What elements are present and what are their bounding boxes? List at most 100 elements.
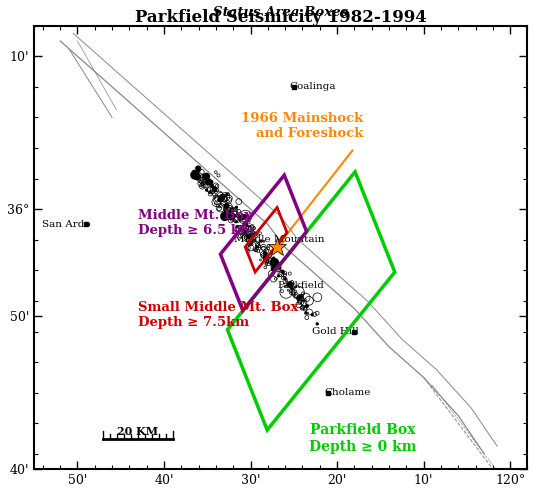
Point (282, 288, 291, 296)
Point (211, 199, 220, 207)
Point (228, 214, 236, 222)
Point (248, 240, 256, 248)
Point (204, 186, 213, 194)
Point (215, 203, 224, 211)
Point (259, 250, 268, 258)
Point (236, 224, 244, 232)
Point (210, 190, 218, 198)
Point (274, 272, 282, 280)
Point (225, 206, 234, 214)
Point (202, 186, 211, 194)
Point (301, 305, 309, 313)
Point (250, 230, 259, 238)
Point (303, 303, 311, 311)
Point (241, 212, 250, 220)
Point (274, 261, 283, 269)
Point (255, 240, 263, 247)
Point (233, 212, 242, 220)
Point (274, 263, 283, 271)
Point (230, 209, 239, 217)
Point (225, 196, 233, 204)
Point (289, 286, 297, 294)
Point (259, 237, 268, 245)
Point (215, 205, 224, 212)
Point (215, 196, 224, 204)
Point (239, 215, 248, 223)
Point (235, 226, 243, 234)
Point (244, 236, 253, 244)
Point (220, 195, 228, 203)
Point (228, 206, 236, 213)
Point (227, 206, 236, 214)
Point (223, 210, 232, 218)
Point (241, 229, 249, 237)
Point (297, 295, 306, 303)
Point (242, 231, 251, 239)
Point (272, 260, 281, 268)
Point (259, 252, 268, 260)
Point (302, 314, 311, 322)
Point (272, 260, 281, 268)
Point (276, 272, 285, 280)
Point (259, 247, 268, 255)
Point (268, 263, 277, 271)
Point (204, 178, 213, 186)
Point (232, 218, 241, 226)
Point (276, 265, 284, 273)
Text: Parkfield Box
Depth ≥ 0 km: Parkfield Box Depth ≥ 0 km (309, 423, 417, 453)
Point (299, 289, 307, 297)
Point (240, 216, 248, 224)
Point (214, 171, 223, 179)
Point (242, 234, 250, 242)
Point (273, 261, 281, 269)
Point (271, 264, 279, 272)
Point (202, 172, 211, 180)
Point (211, 168, 220, 176)
Point (283, 279, 292, 287)
Point (193, 173, 202, 181)
Text: Gold Hill: Gold Hill (312, 327, 359, 336)
Point (264, 248, 272, 256)
Text: Parkfield: Parkfield (277, 281, 324, 290)
Point (291, 290, 299, 298)
Point (288, 288, 296, 296)
Point (287, 280, 296, 288)
Point (302, 309, 310, 317)
Point (201, 174, 210, 182)
Point (249, 229, 257, 237)
Point (244, 233, 253, 241)
Point (272, 275, 280, 283)
Point (197, 181, 206, 189)
Point (234, 207, 243, 215)
Point (295, 298, 304, 306)
Point (219, 193, 227, 201)
Point (300, 299, 308, 307)
Point (216, 196, 224, 204)
Text: Coalinga: Coalinga (289, 82, 336, 91)
Point (195, 165, 203, 172)
Point (287, 284, 295, 291)
Point (213, 186, 221, 194)
Point (263, 252, 272, 260)
Point (250, 224, 258, 232)
Point (261, 253, 270, 261)
Point (274, 266, 283, 274)
Point (305, 297, 314, 305)
Point (238, 226, 246, 234)
Point (216, 204, 225, 211)
Point (296, 293, 305, 301)
Point (246, 230, 254, 238)
Point (262, 257, 271, 265)
Point (228, 215, 236, 223)
Point (254, 247, 263, 255)
Point (210, 185, 218, 193)
Point (220, 205, 229, 212)
Point (243, 247, 252, 255)
Point (299, 303, 307, 311)
Point (217, 193, 225, 201)
Point (232, 204, 241, 211)
Point (233, 214, 242, 222)
Point (313, 320, 322, 328)
Point (209, 183, 217, 191)
Point (196, 180, 205, 188)
